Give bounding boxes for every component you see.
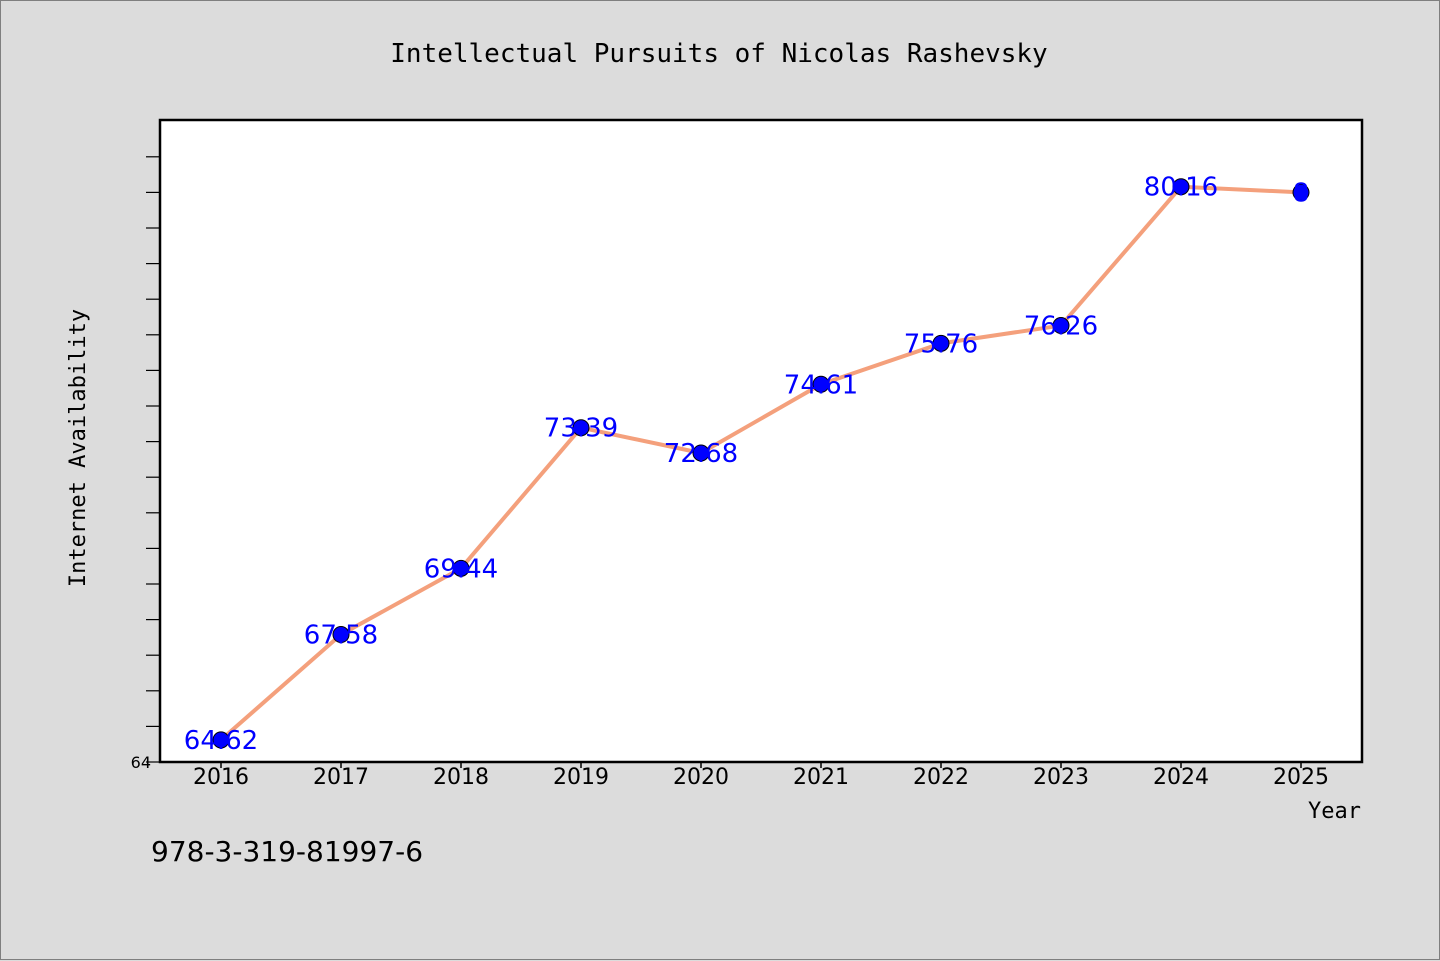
x-tick-label: 2018 <box>433 765 489 790</box>
x-axis-ticks: 2016 2017 2018 2019 2020 2021 2022 2023 2024 2025 <box>193 762 1329 790</box>
x-axis-title: Year <box>1308 799 1361 824</box>
data-label: 75.76 <box>904 329 978 359</box>
y-axis-ticks <box>146 156 160 763</box>
data-point <box>1052 317 1070 335</box>
y-tick-label: 64 <box>131 753 151 772</box>
x-tick-label: 2019 <box>553 765 609 790</box>
x-tick-label: 2016 <box>193 765 249 790</box>
chart-title: Intellectual Pursuits of Nicolas Rashevs… <box>390 39 1047 69</box>
data-label: 64.62 <box>184 726 258 756</box>
data-point <box>1172 178 1190 196</box>
footer-code: 978-3-319-81997-6 <box>151 835 424 868</box>
data-point <box>212 731 230 749</box>
x-tick-label: 2021 <box>793 765 849 790</box>
data-labels: 64.62 67.58 69.44 73.39 72.68 74.61 75.76 76.26… <box>184 173 1309 756</box>
plot-area <box>158 118 1364 764</box>
data-label: 74.61 <box>784 370 858 400</box>
series-line <box>219 184 1302 742</box>
x-tick-label: 2024 <box>1153 765 1209 790</box>
data-label: 80.16 <box>1144 173 1218 203</box>
x-tick-label: 2022 <box>913 765 969 790</box>
data-point <box>452 559 470 577</box>
data-label: 69.44 <box>424 554 498 584</box>
data-point <box>812 375 830 393</box>
data-label: 73.39 <box>544 414 618 444</box>
x-tick-label: 2017 <box>313 765 369 790</box>
data-label: 8 <box>1293 178 1310 208</box>
data-label: 72.68 <box>664 439 738 469</box>
x-tick-label: 2020 <box>673 765 729 790</box>
y-axis-title: Internet Availability <box>66 309 91 587</box>
x-tick-label: 2025 <box>1273 765 1329 790</box>
data-point <box>932 334 950 352</box>
x-tick-label: 2023 <box>1033 765 1089 790</box>
data-label: 67.58 <box>304 621 378 651</box>
data-point <box>332 626 350 644</box>
data-point <box>572 419 590 437</box>
data-label: 76.26 <box>1024 312 1098 342</box>
data-markers <box>212 178 1310 749</box>
data-point <box>692 444 710 462</box>
data-point <box>1292 183 1310 201</box>
